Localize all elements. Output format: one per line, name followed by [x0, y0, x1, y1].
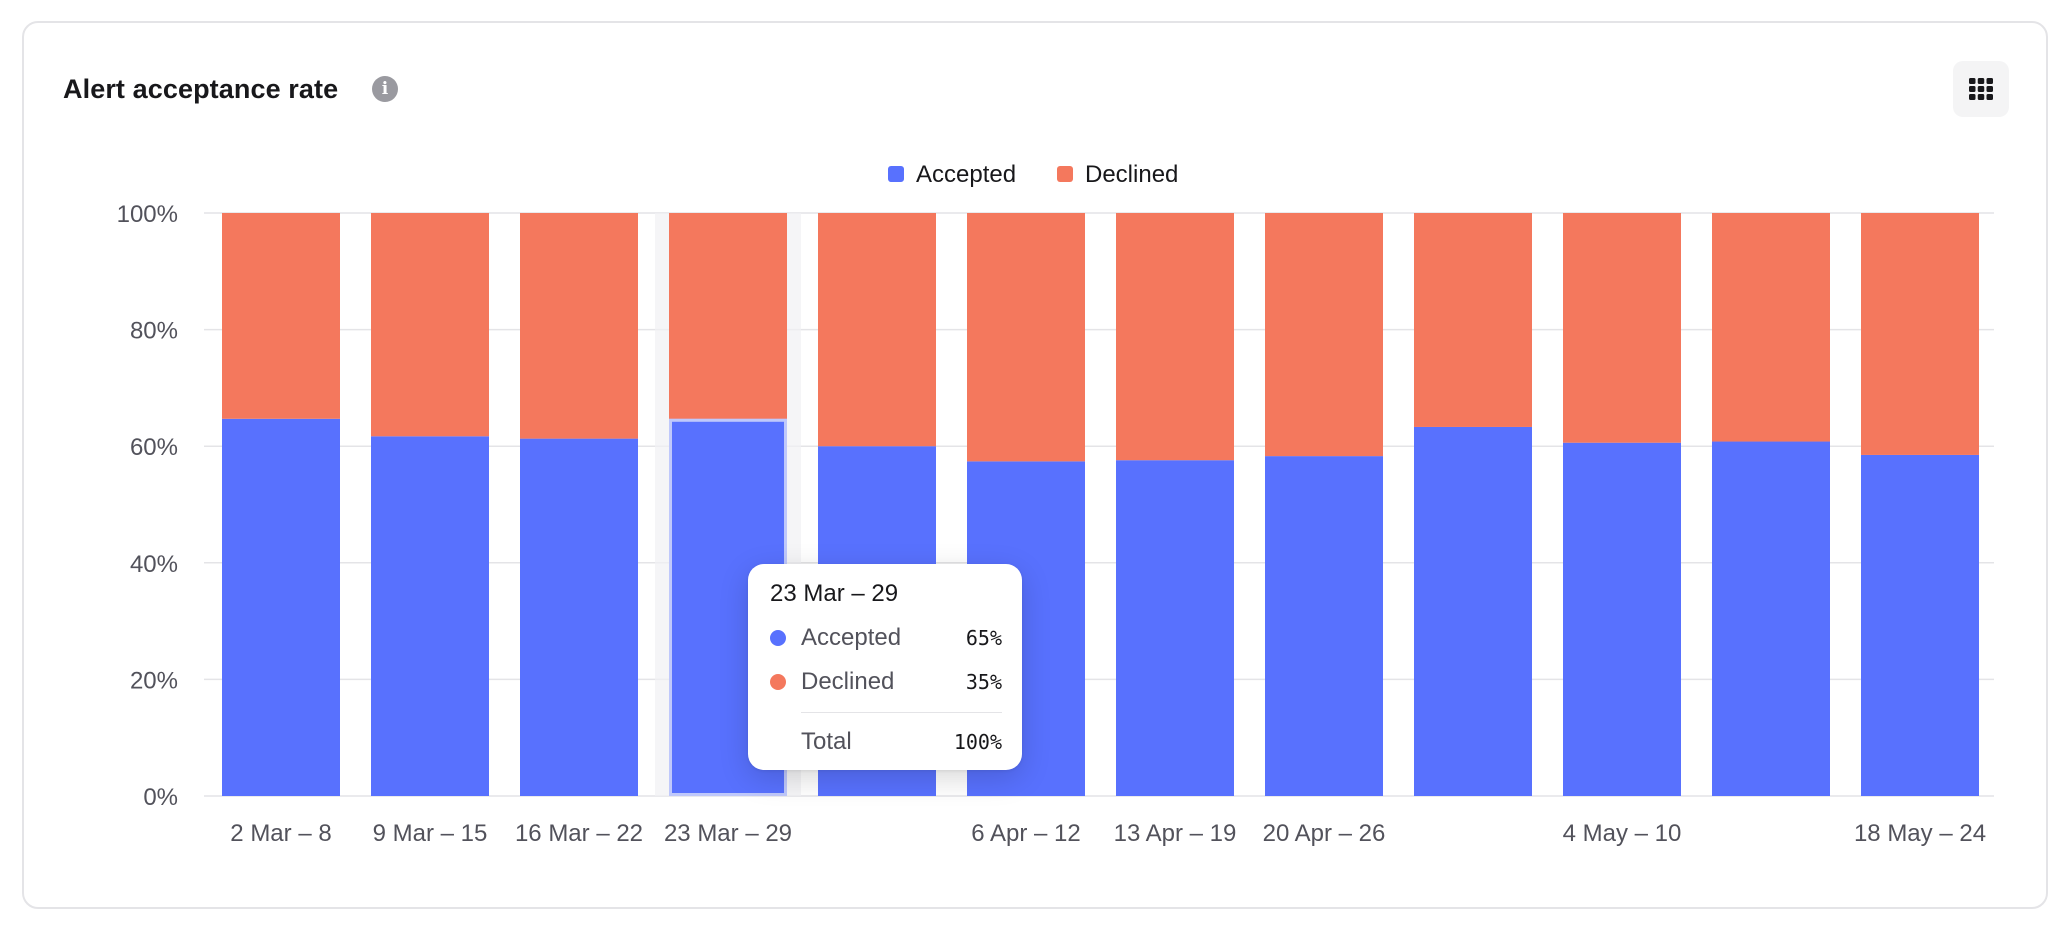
bar-accepted	[371, 436, 489, 796]
bar-declined	[1265, 213, 1383, 457]
x-tick-label: 13 Apr – 19	[1114, 820, 1237, 847]
bar-accepted	[1563, 442, 1681, 796]
y-tick-label: 0%	[143, 784, 178, 811]
bar-accepted	[1116, 460, 1234, 796]
bar-accepted	[1414, 426, 1532, 796]
bar-declined	[1116, 213, 1234, 461]
view-toggle-button[interactable]	[1953, 61, 2009, 117]
tooltip-value: 65%	[965, 626, 1002, 650]
bar-accepted	[520, 438, 638, 796]
x-tick-label: 20 Apr – 26	[1263, 820, 1386, 847]
x-tick-label: 9 Mar – 15	[373, 820, 488, 847]
x-tick-label: 2 Mar – 8	[230, 820, 331, 847]
x-tick-label: 4 May – 10	[1563, 820, 1682, 847]
tooltip-divider	[801, 712, 1002, 713]
legend-label: Accepted	[916, 161, 1016, 188]
tooltip-row-total: Total 100%	[770, 726, 1002, 756]
y-tick-label: 60%	[130, 434, 178, 461]
x-tick-label: 6 Apr – 12	[971, 820, 1080, 847]
tooltip-total-value: 100%	[953, 730, 1002, 754]
x-tick-label: 23 Mar – 29	[664, 820, 792, 847]
tooltip-row-accepted: Accepted 65%	[770, 622, 1002, 652]
legend-swatch-icon	[888, 166, 904, 182]
grid-icon	[1969, 78, 1993, 100]
x-tick-label: 18 May – 24	[1854, 820, 1986, 847]
y-tick-label: 100%	[117, 201, 178, 228]
tooltip-value: 35%	[965, 670, 1002, 694]
bar-accepted	[222, 418, 340, 796]
bar-declined	[371, 213, 489, 437]
chart-tooltip: 23 Mar – 29 Accepted 65% Declined 35% To…	[748, 564, 1022, 770]
bar-accepted	[1861, 454, 1979, 796]
bar-declined	[1563, 213, 1681, 443]
bar-declined	[1861, 213, 1979, 455]
tooltip-label: Accepted	[801, 624, 902, 651]
y-tick-label: 40%	[130, 551, 178, 578]
legend-label: Declined	[1085, 161, 1178, 188]
bar-declined	[1414, 213, 1532, 427]
bar-accepted	[1712, 441, 1830, 796]
bar-declined	[967, 213, 1085, 462]
tooltip-label: Declined	[801, 668, 895, 695]
bar-accepted	[1265, 456, 1383, 796]
bar-declined	[818, 213, 936, 447]
bar-declined	[222, 213, 340, 419]
bar-declined	[520, 213, 638, 439]
chart-title: Alert acceptance rate	[63, 74, 339, 104]
tooltip-title: 23 Mar – 29	[770, 580, 899, 607]
tooltip-total-label: Total	[801, 728, 852, 755]
info-icon[interactable]: i	[372, 76, 398, 102]
declined-dot-icon	[770, 674, 786, 690]
bar-declined	[669, 213, 787, 419]
bar-declined	[1712, 213, 1830, 442]
tooltip-row-declined: Declined 35%	[770, 666, 1002, 696]
x-tick-label: 16 Mar – 22	[515, 820, 643, 847]
y-tick-label: 80%	[130, 318, 178, 345]
accepted-dot-icon	[770, 630, 786, 646]
legend-swatch-icon	[1057, 166, 1073, 182]
y-tick-label: 20%	[130, 667, 178, 694]
